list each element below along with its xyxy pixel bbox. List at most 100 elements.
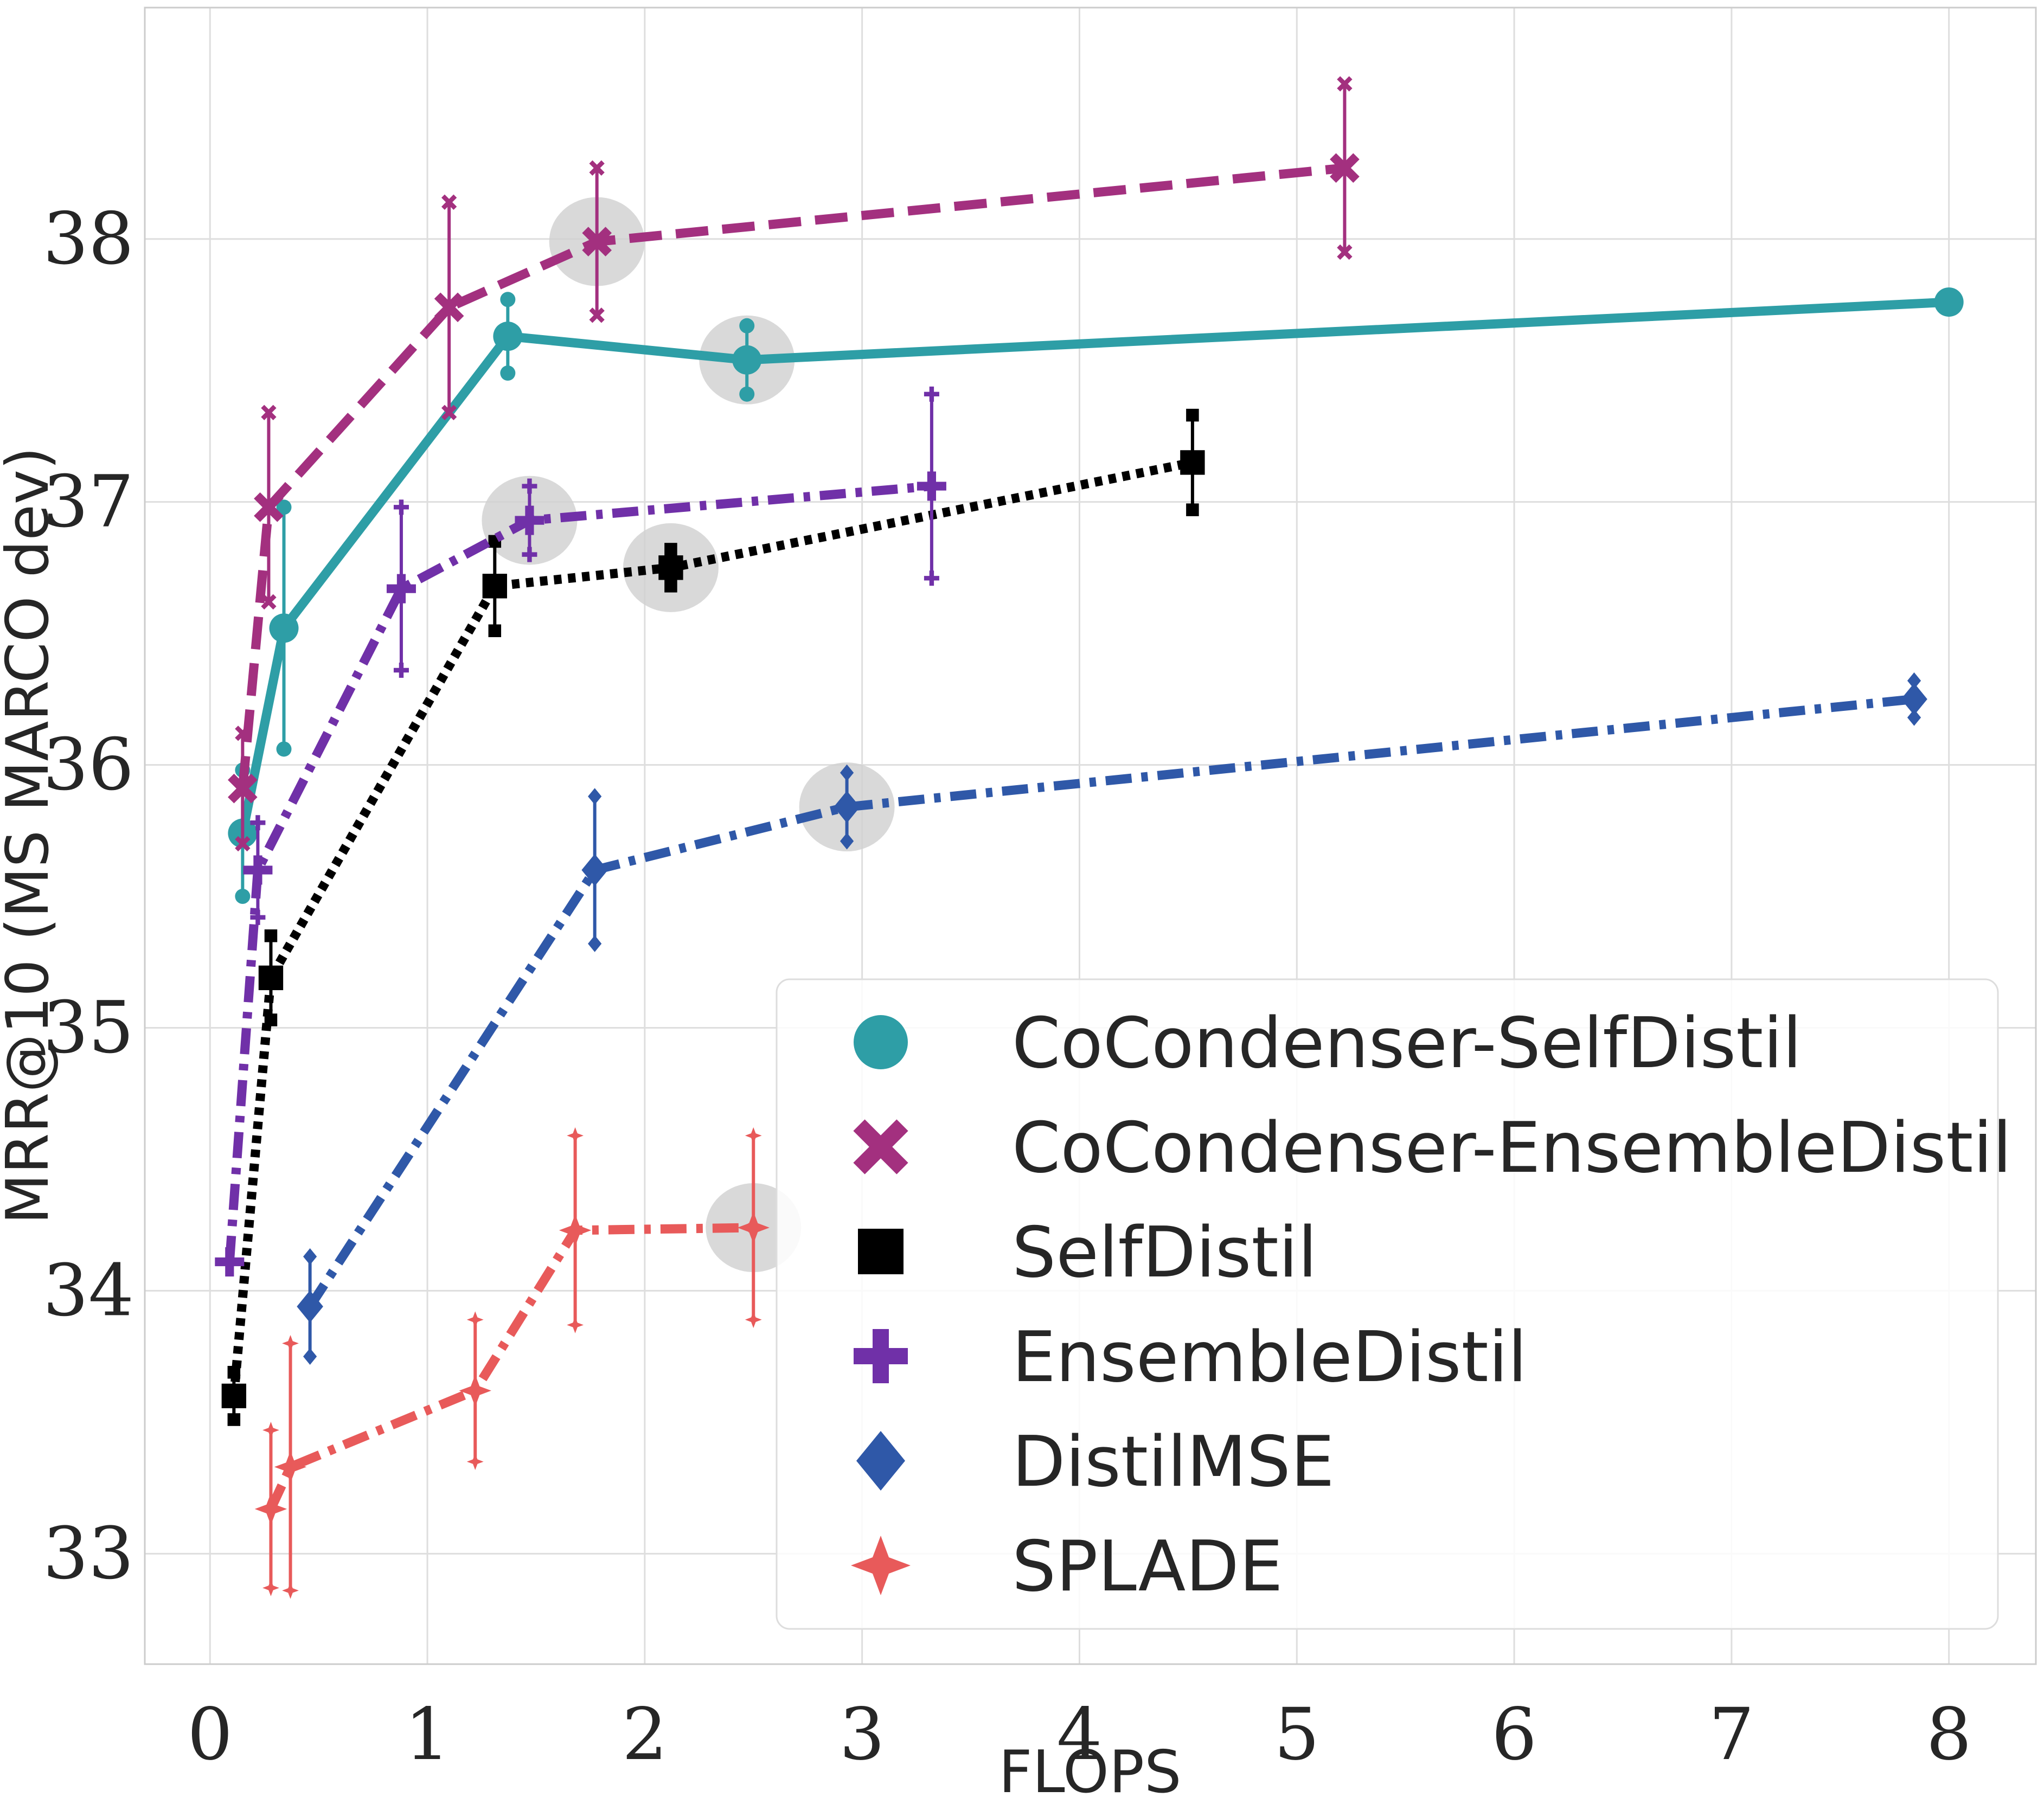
y-tick-label: 35 xyxy=(43,986,134,1069)
error-cap xyxy=(739,318,755,333)
data-point xyxy=(732,345,762,375)
x-tick-label: 3 xyxy=(840,1693,885,1776)
data-point xyxy=(254,1493,287,1525)
series-line xyxy=(238,163,1345,789)
error-cap xyxy=(235,889,251,904)
data-point xyxy=(243,855,273,885)
error-cap xyxy=(264,929,278,942)
error-cap xyxy=(235,836,251,852)
series xyxy=(215,76,1964,1599)
series-ensembledistil xyxy=(215,386,946,1277)
data-point xyxy=(737,1211,770,1244)
data-point xyxy=(1901,683,1927,716)
legend-box xyxy=(776,978,1999,1630)
error-cap xyxy=(1186,408,1199,422)
data-point xyxy=(274,1450,307,1484)
error-cap xyxy=(1907,709,1921,726)
x-tick-label: 7 xyxy=(1709,1693,1754,1776)
data-point xyxy=(515,505,544,535)
error-cap xyxy=(250,815,266,831)
error-cap xyxy=(1907,672,1921,689)
x-tick-label: 1 xyxy=(405,1693,450,1776)
error-cap xyxy=(1337,76,1353,92)
x-axis-title: FLOPS xyxy=(998,1738,1181,1806)
data-point xyxy=(221,1383,247,1409)
error-cap xyxy=(441,405,457,420)
y-tick-label: 33 xyxy=(43,1512,134,1595)
error-cap xyxy=(282,1582,299,1599)
x-tick-label: 5 xyxy=(1274,1693,1319,1776)
error-cap xyxy=(466,1453,484,1471)
y-tick-label: 34 xyxy=(43,1249,134,1332)
legend-marker-splade xyxy=(851,1536,911,1595)
x-tick-label: 0 xyxy=(187,1693,233,1776)
error-cap xyxy=(589,307,605,323)
y-axis-title: MRR@10 (MS MARCO dev) xyxy=(0,447,62,1224)
error-cap xyxy=(441,194,457,210)
error-cap xyxy=(739,386,755,402)
data-point xyxy=(258,965,284,991)
data-point xyxy=(386,574,416,604)
series-line xyxy=(225,482,932,1262)
error-cap xyxy=(840,832,854,850)
x-tick-label: 8 xyxy=(1926,1693,1972,1776)
error-cap xyxy=(522,478,537,494)
data-point xyxy=(269,613,299,643)
x-tick-label: 2 xyxy=(622,1693,668,1776)
y-tick-label: 37 xyxy=(43,460,134,544)
error-cap xyxy=(588,788,602,805)
error-cap xyxy=(303,1248,317,1265)
legend-label: EnsembleDistil xyxy=(1012,1317,1527,1398)
legend-label: SPLADE xyxy=(1012,1526,1283,1607)
data-point xyxy=(658,555,683,580)
data-point xyxy=(581,853,608,887)
error-cap xyxy=(276,499,292,515)
error-cap xyxy=(924,570,939,586)
data-point xyxy=(1330,153,1360,183)
legend-marker-cocondenser-ensembledistil xyxy=(853,1119,908,1174)
error-cap xyxy=(262,1579,279,1596)
error-cap xyxy=(1337,244,1353,260)
data-point xyxy=(228,773,258,804)
plot-frame xyxy=(144,7,2037,1665)
error-cap xyxy=(924,386,939,402)
error-cap xyxy=(589,160,605,176)
data-point xyxy=(559,1214,592,1247)
error-cap xyxy=(664,543,677,556)
error-cap xyxy=(588,935,602,952)
y-tick-label: 36 xyxy=(43,723,134,807)
legend-label: DistilMSE xyxy=(1012,1422,1335,1503)
data-point xyxy=(1934,287,1964,317)
legend: CoCondenser-SelfDistil CoCondenser-Ensemb… xyxy=(776,978,2012,1630)
legend-marker-cocondenser-selfdistil xyxy=(854,1015,908,1069)
error-cap xyxy=(261,405,277,420)
data-point xyxy=(482,574,507,599)
error-cap xyxy=(261,594,277,610)
data-point xyxy=(215,1247,245,1277)
data-point xyxy=(297,1290,323,1323)
error-cap xyxy=(262,1422,279,1439)
x-tick-label: 4 xyxy=(1056,1693,1102,1776)
series-line xyxy=(306,694,1915,1310)
error-cap xyxy=(276,741,292,757)
legend-label: CoCondenser-EnsembleDistil xyxy=(1012,1108,2012,1189)
legend-marker-selfdistil xyxy=(858,1229,904,1274)
data-point xyxy=(493,322,523,351)
error-cap xyxy=(745,1311,762,1328)
legend-label: SelfDistil xyxy=(1012,1212,1317,1293)
series-cocondenser-selfdistil xyxy=(228,287,1964,904)
data-point xyxy=(582,227,612,256)
data-point xyxy=(459,1374,491,1407)
error-cap xyxy=(393,499,409,515)
error-cap xyxy=(664,580,677,593)
legend-marker-ensembledistil xyxy=(854,1329,908,1383)
error-cap xyxy=(745,1127,762,1144)
error-cap xyxy=(567,1317,584,1333)
series-selfdistil xyxy=(221,408,1205,1426)
error-cap xyxy=(488,624,502,638)
error-cap xyxy=(522,547,537,562)
series-cocondenser-ensembledistil xyxy=(228,76,1360,852)
series-distilmse xyxy=(297,672,1927,1365)
legend-marker-distilmse xyxy=(856,1431,905,1491)
